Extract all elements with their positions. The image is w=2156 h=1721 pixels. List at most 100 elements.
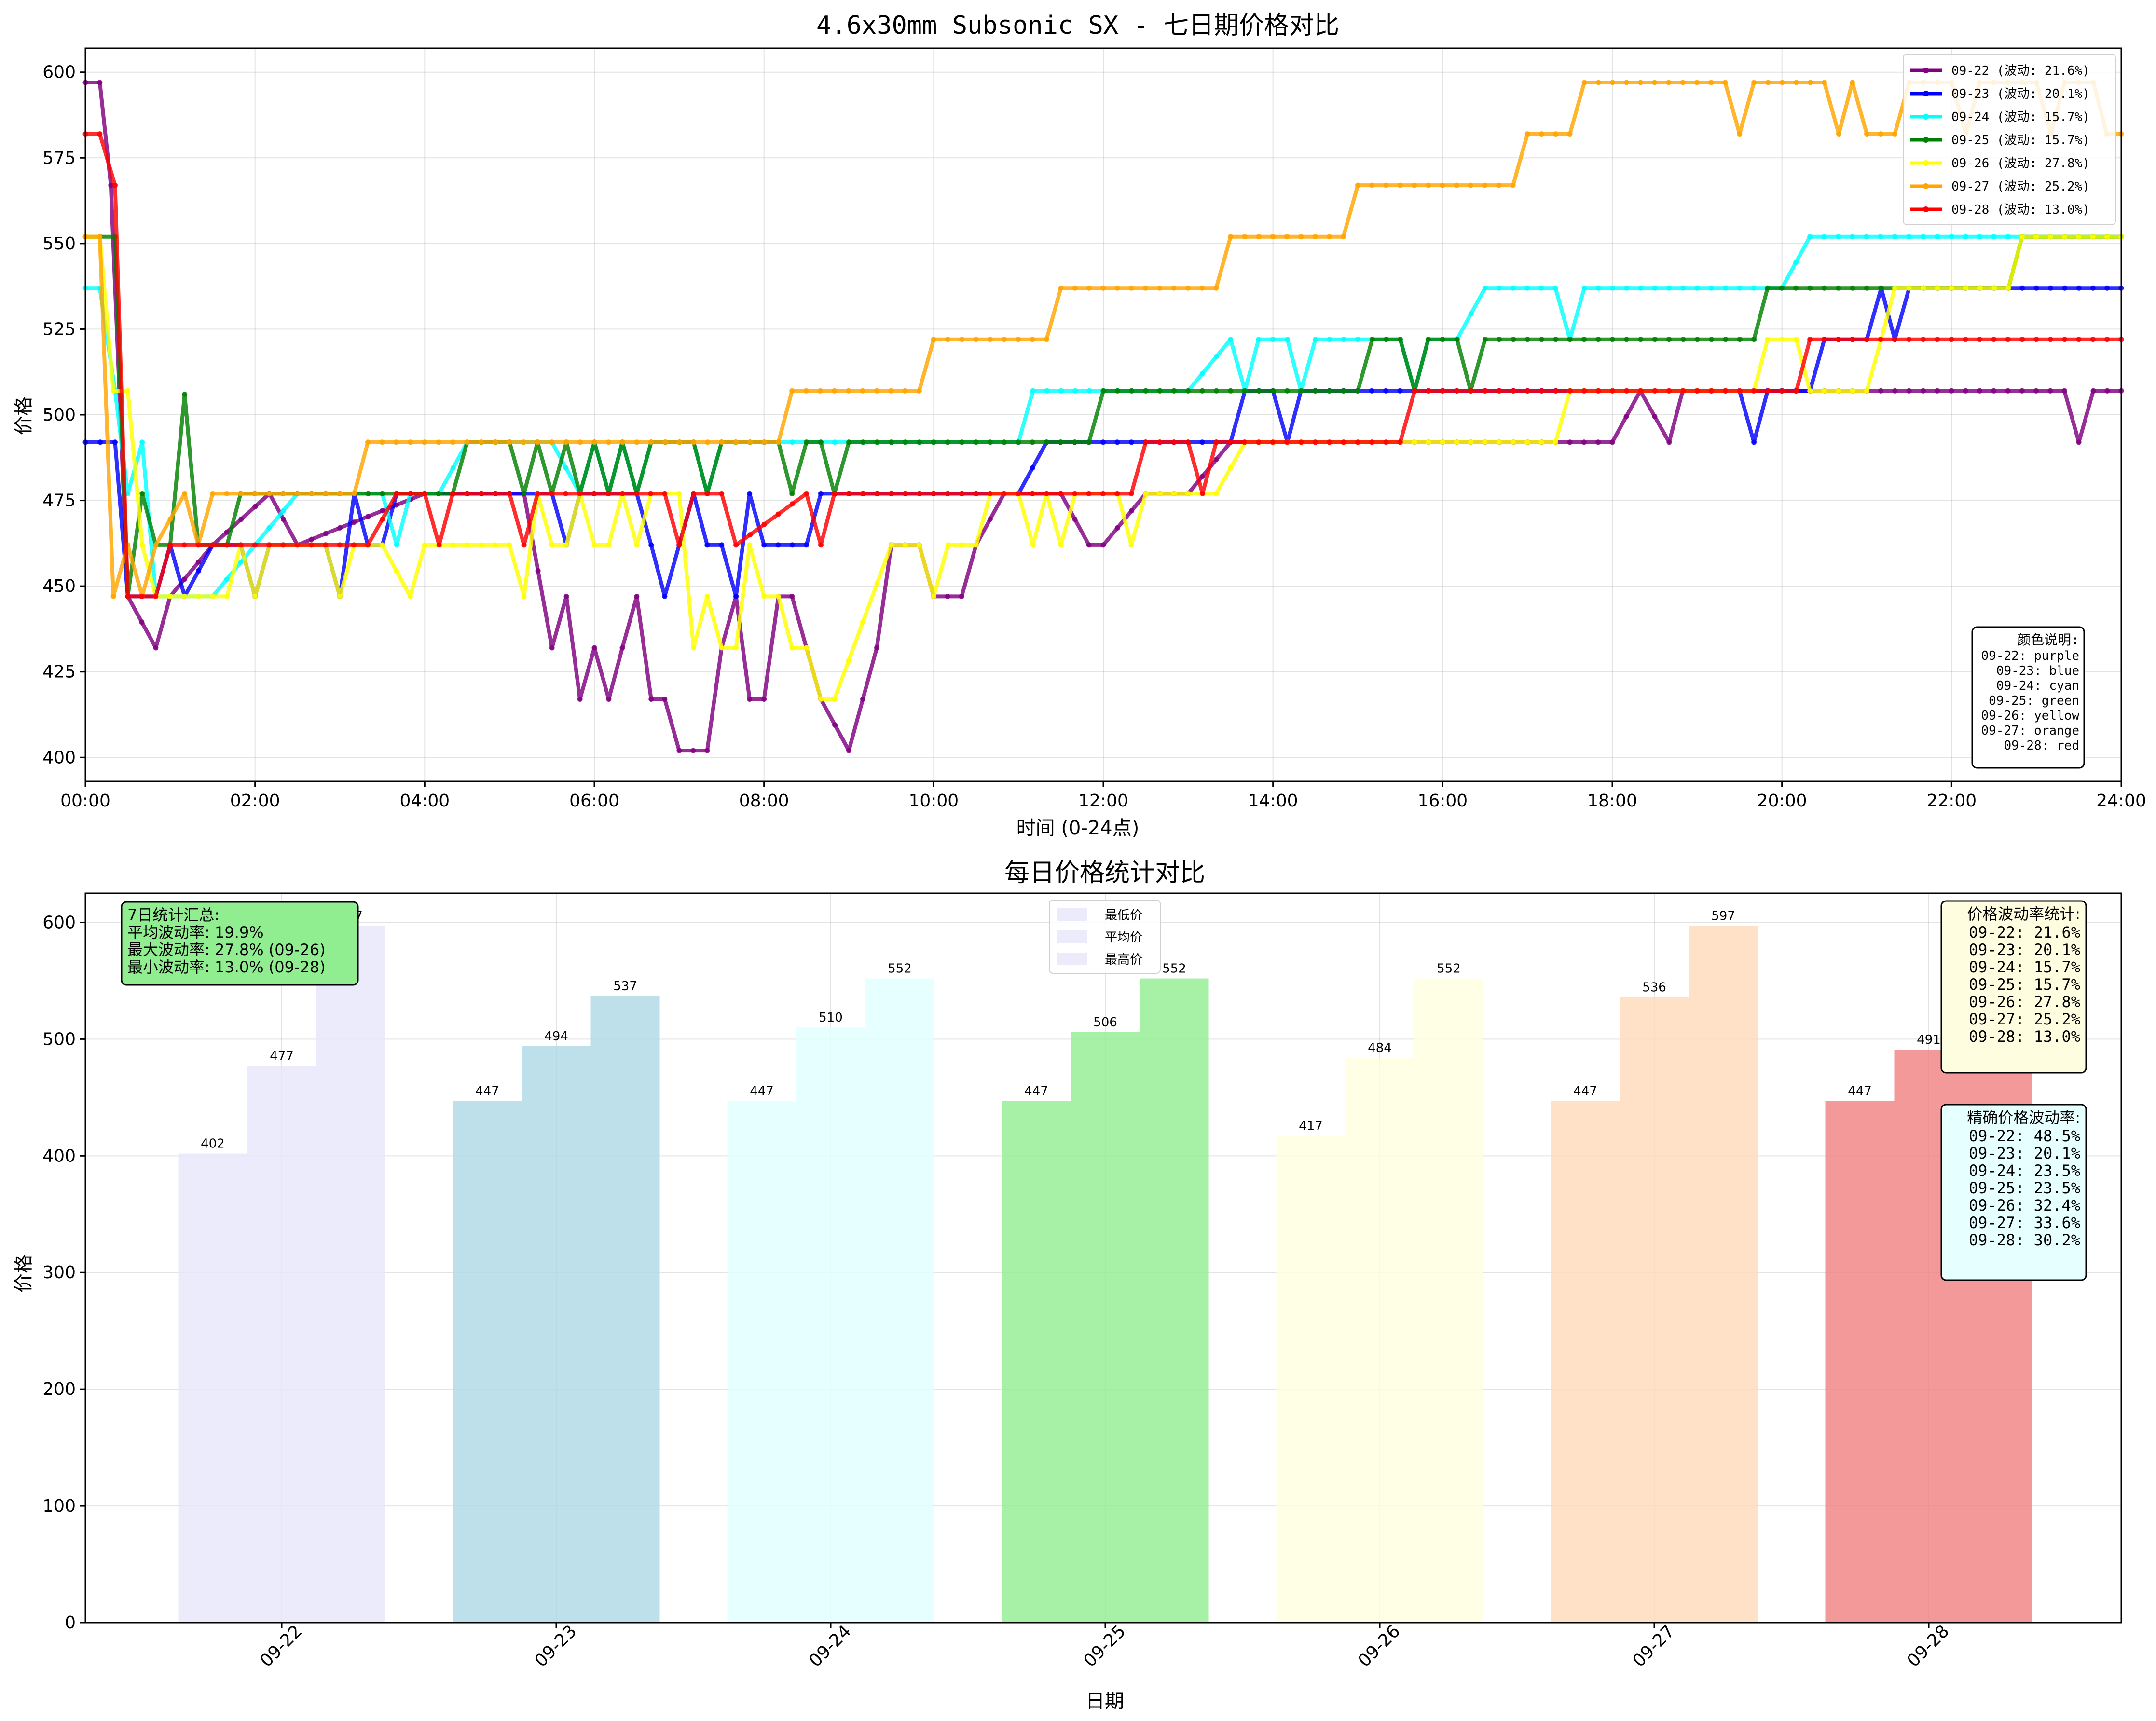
- series-point: [1355, 388, 1360, 394]
- line-chart-y-tick-label: 525: [42, 319, 76, 339]
- series-point: [309, 542, 314, 548]
- series-point: [436, 491, 441, 496]
- series-point: [1143, 285, 1149, 291]
- legend-marker: [1923, 91, 1929, 96]
- series-point: [1242, 388, 1248, 394]
- series-point: [182, 491, 188, 496]
- series-point: [436, 439, 441, 445]
- line-chart-x-tick-label: 12:00: [1078, 791, 1128, 811]
- series-point: [379, 491, 385, 496]
- series-point: [2061, 234, 2067, 240]
- bar-09-27-2: [1689, 926, 1758, 1623]
- series-point: [1963, 285, 1969, 291]
- series-point: [1581, 388, 1587, 394]
- series-point: [1412, 388, 1417, 394]
- series-point: [860, 388, 865, 394]
- series-point: [1341, 439, 1346, 445]
- series-point: [775, 542, 781, 548]
- bar-09-27-1: [1620, 997, 1689, 1623]
- series-point: [1765, 337, 1771, 342]
- series-point: [1666, 337, 1672, 342]
- series-point: [210, 491, 216, 496]
- series-point: [2076, 439, 2082, 445]
- series-point: [408, 439, 413, 445]
- line-series-5: [82, 80, 2124, 599]
- series-point: [112, 439, 118, 445]
- series-point: [2033, 285, 2039, 291]
- series-point: [1199, 388, 1205, 394]
- bar-09-26-2: [1414, 978, 1483, 1623]
- series-point: [1397, 439, 1403, 445]
- line-series-6: [82, 131, 2124, 599]
- series-point: [1581, 285, 1587, 291]
- series-point: [535, 568, 541, 574]
- series-point: [1199, 439, 1205, 445]
- series-point: [1030, 439, 1035, 445]
- series-point: [1906, 337, 1912, 342]
- series-point: [747, 532, 753, 538]
- line-chart-x-tick-label: 04:00: [399, 791, 450, 811]
- series-point: [1539, 131, 1544, 137]
- bar-value-label: 537: [613, 979, 637, 994]
- series-point: [676, 542, 682, 548]
- series-point: [1242, 234, 1248, 240]
- series-point: [97, 131, 103, 137]
- bar-value-label: 491: [1917, 1033, 1941, 1047]
- series-point: [1312, 439, 1318, 445]
- series-point: [1256, 439, 1262, 445]
- series-point: [1694, 80, 1700, 85]
- series-point: [1228, 465, 1234, 471]
- series-point: [1256, 234, 1262, 240]
- series-point: [323, 531, 329, 536]
- series-point: [916, 388, 922, 394]
- series-point: [1100, 439, 1106, 445]
- series-point: [1524, 131, 1530, 137]
- series-point: [888, 439, 894, 445]
- series-point: [1242, 439, 1248, 445]
- series-point: [1821, 337, 1827, 342]
- line-chart-y-tick-label: 475: [42, 491, 76, 511]
- series-point: [1143, 388, 1149, 394]
- series-point: [167, 593, 173, 599]
- summary-line: 平均波动率: 19.9%: [127, 923, 264, 942]
- series-point: [1284, 234, 1290, 240]
- series-point: [1850, 234, 1855, 240]
- series-point: [1496, 285, 1502, 291]
- series-point: [662, 697, 668, 702]
- series-point: [238, 559, 244, 565]
- series-point: [945, 542, 951, 548]
- series-point: [1624, 80, 1629, 85]
- series-point: [789, 491, 795, 496]
- bar-value-label: 447: [1024, 1084, 1048, 1099]
- series-point: [1779, 388, 1785, 394]
- line-chart-y-tick-label: 550: [42, 234, 76, 254]
- series-point: [365, 439, 371, 445]
- line-chart-y-tick-label: 600: [42, 63, 76, 82]
- series-point: [1708, 80, 1714, 85]
- line-chart-x-tick-label: 00:00: [60, 791, 110, 811]
- series-point: [733, 439, 739, 445]
- series-point: [238, 491, 244, 496]
- series-point: [1313, 337, 1318, 342]
- series-point: [1751, 80, 1757, 85]
- bar-legend-swatch: [1057, 953, 1087, 965]
- legend-marker: [1923, 137, 1929, 143]
- series-point: [2047, 337, 2053, 342]
- series-point: [1497, 388, 1502, 394]
- series-point: [648, 697, 654, 702]
- series-point: [1072, 491, 1078, 496]
- series-point: [337, 525, 343, 531]
- series-point: [1341, 337, 1346, 342]
- series-point: [1482, 439, 1488, 445]
- series-point: [1836, 131, 1841, 137]
- precise-line: 09-27: 33.6%: [1969, 1214, 2080, 1232]
- series-point: [108, 182, 114, 188]
- bar-09-27-0: [1551, 1101, 1620, 1623]
- volatility-line: 09-22: 21.6%: [1969, 923, 2080, 942]
- series-point: [1213, 456, 1219, 462]
- line-chart-y-axis-label: 价格: [13, 396, 35, 435]
- series-point: [2076, 285, 2082, 291]
- bar-chart-y-tick-label: 0: [65, 1613, 76, 1633]
- line-chart-x-tick-label: 02:00: [230, 791, 280, 811]
- line-chart-legend: 09-22 (波动: 21.6%) 09-23 (波动: 20.1%) 09-24 …: [1903, 54, 2116, 225]
